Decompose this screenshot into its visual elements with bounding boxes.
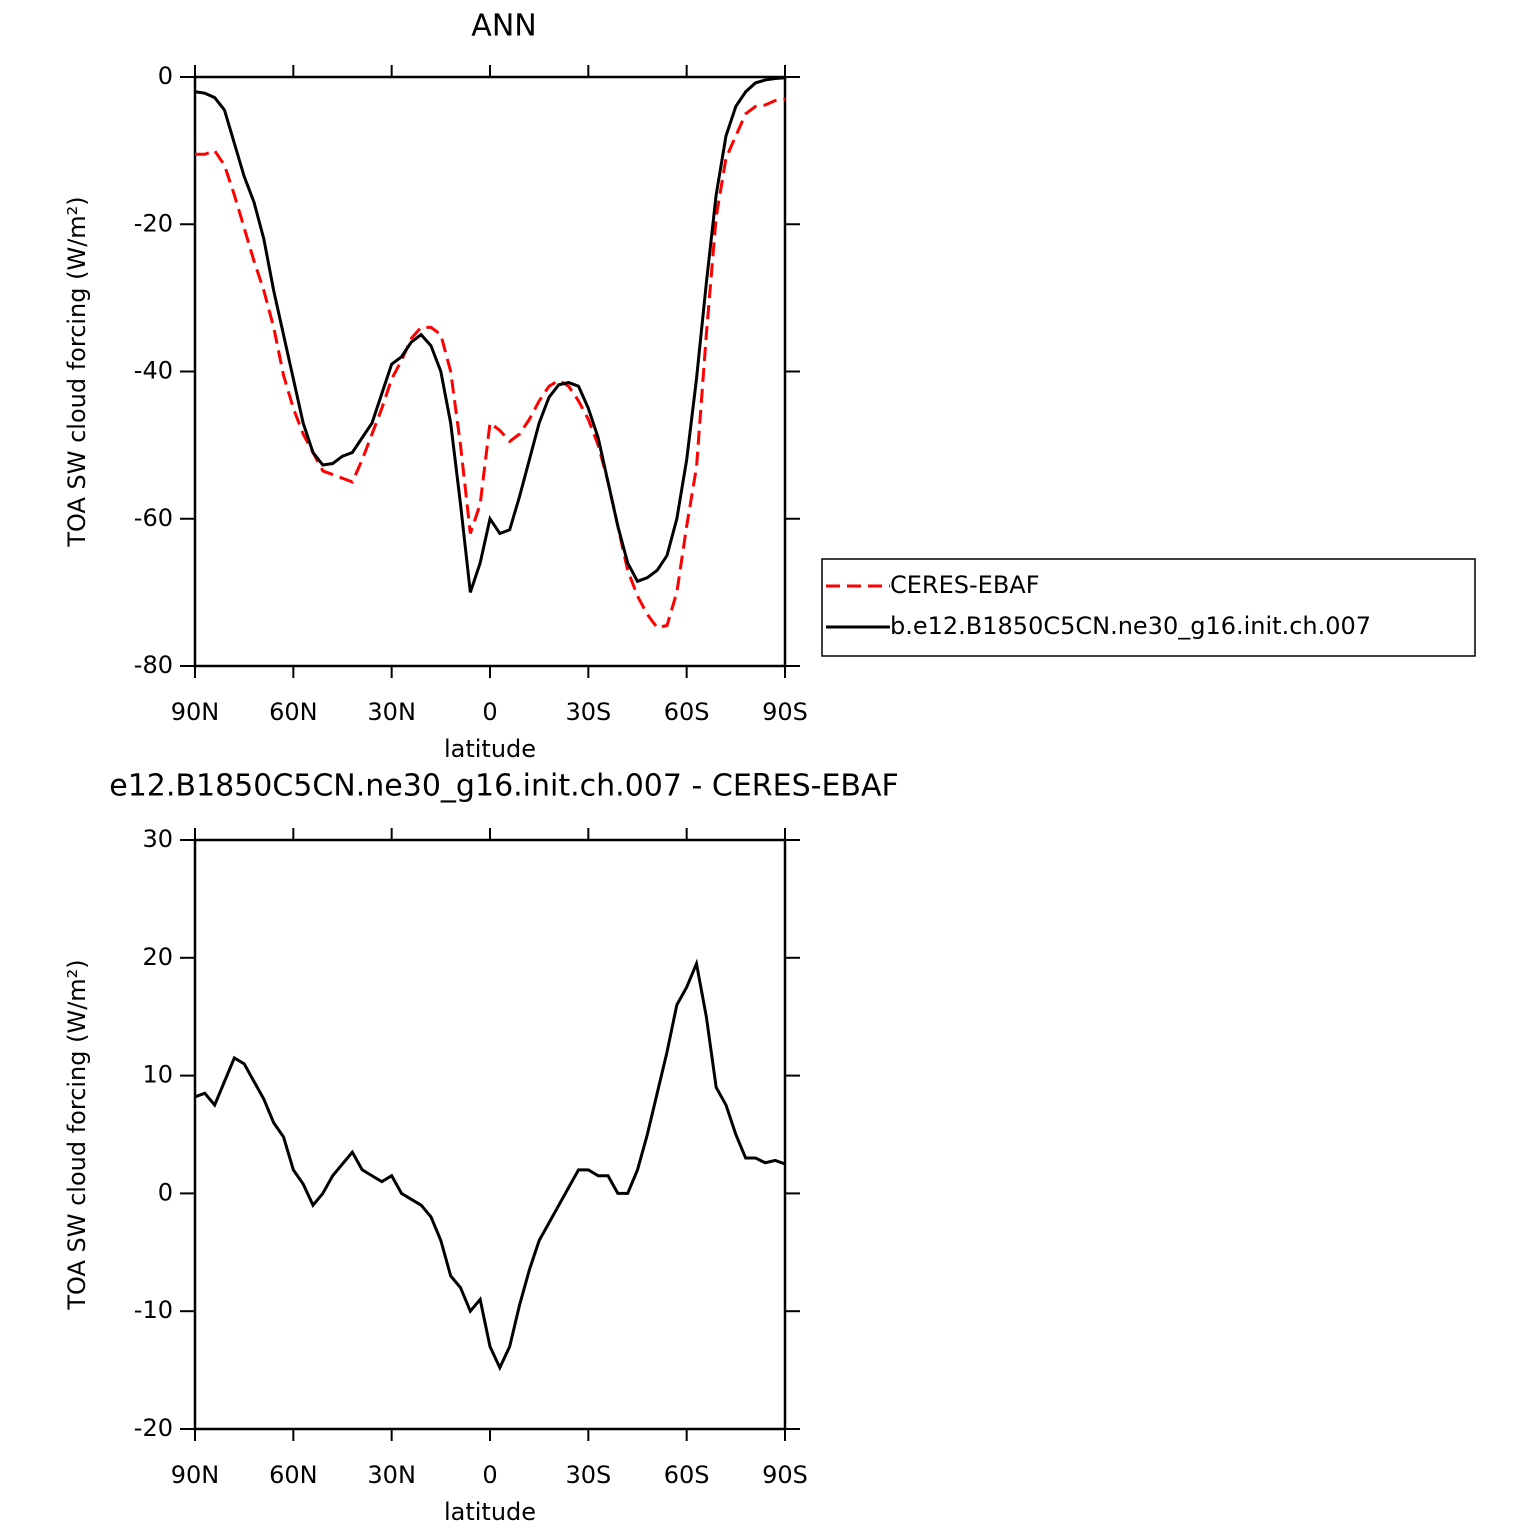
y-tick-label: -40	[134, 357, 173, 385]
y-tick-label: -80	[134, 651, 173, 679]
x-axis-label: latitude	[444, 735, 536, 763]
x-tick-label: 60S	[664, 698, 710, 726]
y-axis-label: TOA SW cloud forcing (W/m²)	[63, 196, 91, 547]
x-tick-label: 60S	[664, 1461, 710, 1489]
x-tick-label: 30N	[367, 698, 416, 726]
legend-label: b.e12.B1850C5CN.ne30_g16.init.ch.007	[890, 612, 1371, 640]
x-tick-label: 30S	[565, 698, 611, 726]
x-tick-label: 90S	[762, 698, 808, 726]
x-tick-label: 30N	[367, 1461, 416, 1489]
y-tick-label: -10	[134, 1296, 173, 1324]
legend-label: CERES-EBAF	[890, 571, 1040, 599]
y-tick-label: 0	[158, 1178, 173, 1206]
y-tick-label: -60	[134, 504, 173, 532]
data-line	[195, 97, 786, 630]
x-tick-label: 0	[482, 1461, 497, 1489]
data-line	[194, 76, 786, 593]
chart-title: ANN	[471, 9, 536, 44]
x-tick-label: 30S	[565, 1461, 611, 1489]
legend-box	[821, 558, 1476, 657]
x-tick-label: 90S	[762, 1461, 808, 1489]
x-tick-label: 60N	[269, 698, 318, 726]
x-tick-label: 0	[482, 698, 497, 726]
y-tick-label: 20	[142, 943, 173, 971]
chart-title: e12.B1850C5CN.ne30_g16.init.ch.007 - CER…	[109, 769, 899, 804]
x-tick-label: 90N	[171, 698, 220, 726]
y-tick-label: 0	[158, 62, 173, 90]
x-tick-label: 90N	[171, 1461, 220, 1489]
y-tick-label: 10	[142, 1061, 173, 1089]
y-tick-label: 30	[142, 825, 173, 853]
x-axis-label: latitude	[444, 1498, 536, 1526]
y-tick-label: -20	[134, 1414, 173, 1442]
data-line	[194, 958, 786, 1372]
y-axis-label: TOA SW cloud forcing (W/m²)	[63, 959, 91, 1310]
y-tick-label: -20	[134, 209, 173, 237]
x-tick-label: 60N	[269, 1461, 318, 1489]
